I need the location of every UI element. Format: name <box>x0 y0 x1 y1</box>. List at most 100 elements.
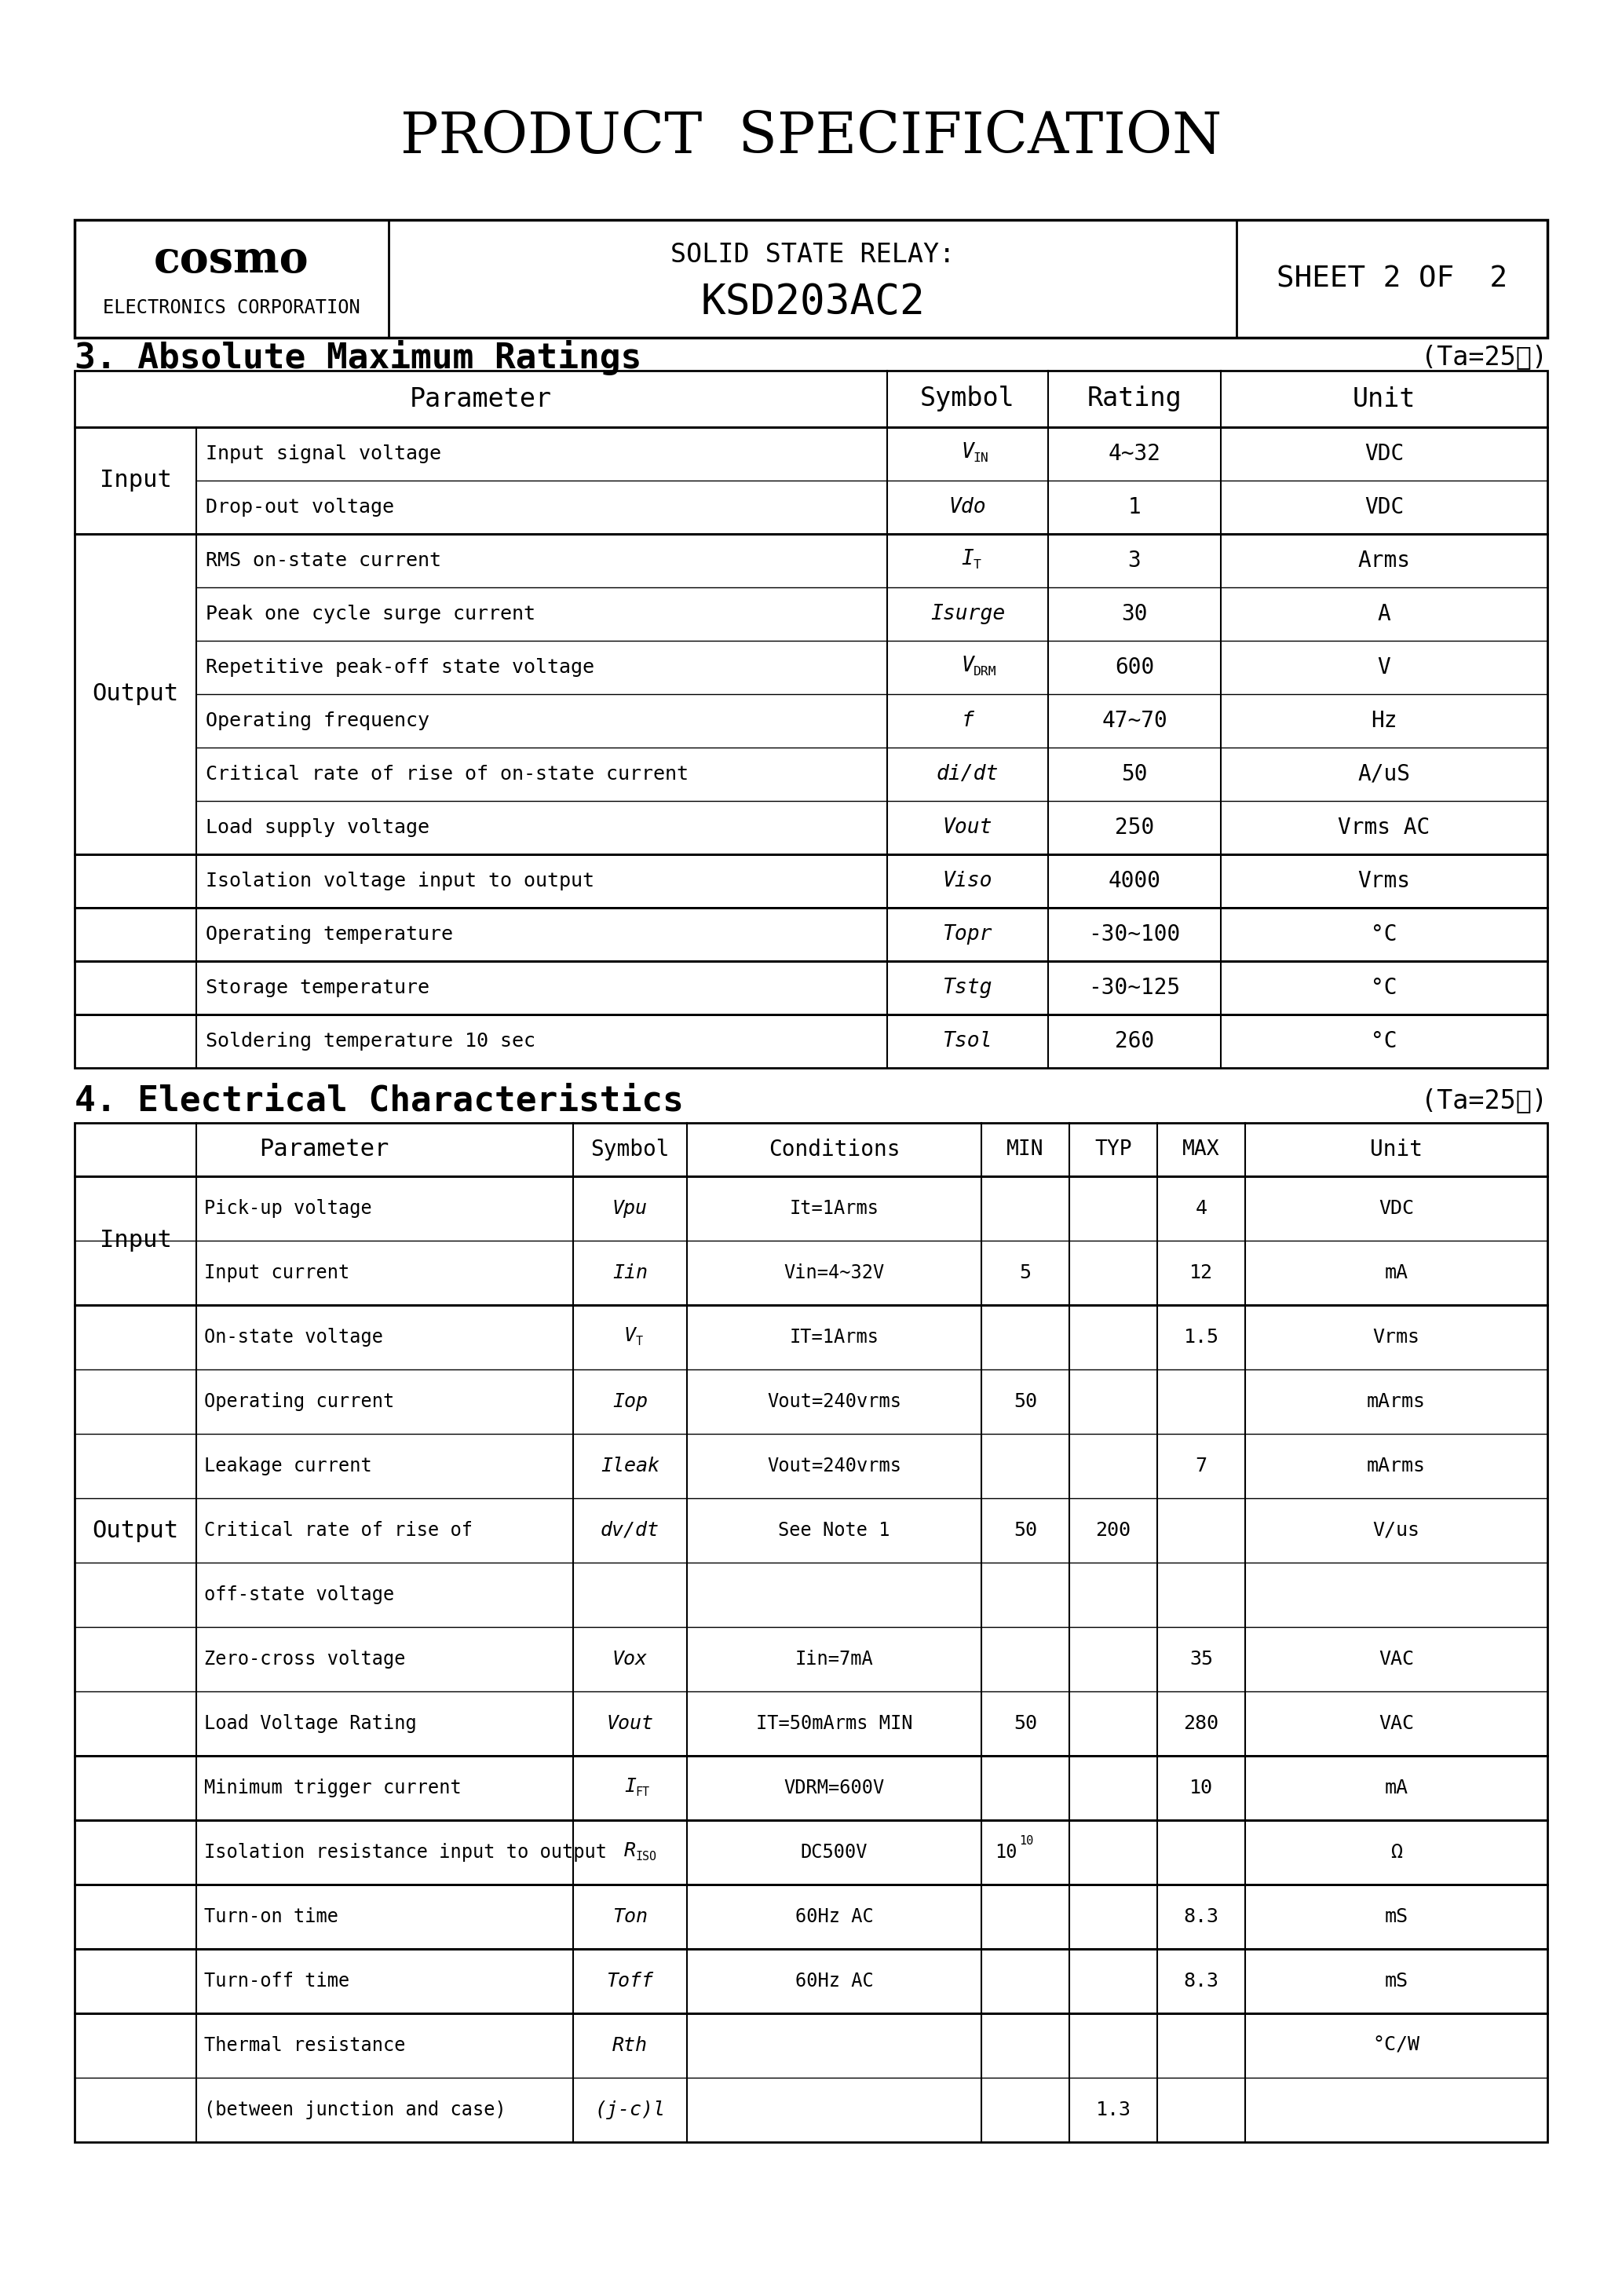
Text: Operating current: Operating current <box>204 1391 394 1412</box>
Text: mA: mA <box>1385 1779 1408 1798</box>
Text: I: I <box>624 1777 636 1795</box>
Text: Parameter: Parameter <box>260 1139 389 1162</box>
Text: dv/dt: dv/dt <box>600 1520 660 1541</box>
Text: (between junction and case): (between junction and case) <box>204 2101 506 2119</box>
Text: V/us: V/us <box>1372 1520 1419 1541</box>
Text: TYP: TYP <box>1095 1139 1132 1159</box>
Text: Iin=7mA: Iin=7mA <box>795 1651 873 1669</box>
Text: Unit: Unit <box>1371 1139 1422 1159</box>
Bar <box>75 854 1547 907</box>
Text: 280: 280 <box>1184 1715 1218 1733</box>
Text: 4~32: 4~32 <box>1108 443 1161 464</box>
Text: 7: 7 <box>1195 1456 1207 1476</box>
Text: 60Hz AC: 60Hz AC <box>795 1972 873 1991</box>
Text: 1: 1 <box>1127 496 1140 519</box>
Text: Zero-cross voltage: Zero-cross voltage <box>204 1651 406 1669</box>
Text: Conditions: Conditions <box>769 1139 900 1159</box>
Text: Input current: Input current <box>204 1263 350 1281</box>
Text: 50: 50 <box>1014 1715 1036 1733</box>
Bar <box>75 962 1547 1015</box>
Text: Turn-off time: Turn-off time <box>204 1972 350 1991</box>
Text: V: V <box>1377 657 1390 677</box>
Text: 5: 5 <box>1020 1263 1032 1281</box>
Text: 3. Absolute Maximum Ratings: 3. Absolute Maximum Ratings <box>75 340 642 374</box>
Text: Load Voltage Rating: Load Voltage Rating <box>204 1715 417 1733</box>
Text: VAC: VAC <box>1379 1651 1414 1669</box>
Text: (j-c)l: (j-c)l <box>595 2101 665 2119</box>
Text: MIN: MIN <box>1007 1139 1045 1159</box>
Text: Pick-up voltage: Pick-up voltage <box>204 1199 371 1217</box>
Text: °C: °C <box>1371 976 1397 999</box>
Text: 1.5: 1.5 <box>1184 1327 1218 1348</box>
Text: A: A <box>1377 604 1390 625</box>
Text: T: T <box>636 1336 642 1348</box>
Text: 60Hz AC: 60Hz AC <box>795 1908 873 1926</box>
Bar <box>75 1821 1547 1885</box>
Bar <box>75 1756 1547 1821</box>
Text: mArms: mArms <box>1367 1456 1426 1476</box>
Text: 260: 260 <box>1114 1031 1155 1052</box>
Text: IT=1Arms: IT=1Arms <box>790 1327 879 1348</box>
Text: mA: mA <box>1385 1263 1408 1281</box>
Text: Input: Input <box>99 468 172 491</box>
Text: Vox: Vox <box>613 1651 647 1669</box>
Text: Isolation voltage input to output: Isolation voltage input to output <box>206 872 594 891</box>
Text: Output: Output <box>92 1520 178 1543</box>
Text: Vin=4~32V: Vin=4~32V <box>783 1263 884 1281</box>
Text: V: V <box>962 657 973 675</box>
Text: -30~125: -30~125 <box>1088 976 1181 999</box>
Text: Symbol: Symbol <box>920 386 1015 411</box>
Text: 3: 3 <box>1127 549 1140 572</box>
Text: FT: FT <box>636 1786 649 1798</box>
Text: ISO: ISO <box>636 1851 657 1862</box>
Text: Isolation resistance input to output: Isolation resistance input to output <box>204 1844 607 1862</box>
Text: I: I <box>962 549 973 569</box>
Text: 200: 200 <box>1095 1520 1131 1541</box>
Text: Operating frequency: Operating frequency <box>206 712 430 730</box>
Text: di/dt: di/dt <box>936 765 999 785</box>
Text: Parameter: Parameter <box>410 386 551 411</box>
Text: R: R <box>624 1841 636 1860</box>
Text: VAC: VAC <box>1379 1715 1414 1733</box>
Text: ELECTRONICS CORPORATION: ELECTRONICS CORPORATION <box>102 298 360 317</box>
Text: Vout=240vrms: Vout=240vrms <box>767 1391 902 1412</box>
Text: 50: 50 <box>1014 1520 1036 1541</box>
Text: Critical rate of rise of on-state current: Critical rate of rise of on-state curren… <box>206 765 688 783</box>
Text: Rth: Rth <box>613 2037 647 2055</box>
Text: off-state voltage: off-state voltage <box>204 1584 394 1605</box>
Text: 50: 50 <box>1014 1391 1036 1412</box>
Text: Minimum trigger current: Minimum trigger current <box>204 1779 461 1798</box>
Text: °C: °C <box>1371 923 1397 946</box>
Bar <box>75 1304 1547 1756</box>
Bar <box>75 370 1547 427</box>
Text: VDC: VDC <box>1364 496 1405 519</box>
Text: See Note 1: See Note 1 <box>779 1520 890 1541</box>
Text: Iop: Iop <box>613 1391 647 1412</box>
Text: KSD203AC2: KSD203AC2 <box>701 282 925 324</box>
Text: V: V <box>624 1327 636 1345</box>
Text: mS: mS <box>1385 1972 1408 1991</box>
Text: Thermal resistance: Thermal resistance <box>204 2037 406 2055</box>
Text: Vpu: Vpu <box>613 1199 647 1217</box>
Text: 250: 250 <box>1114 817 1155 838</box>
Text: Vrms: Vrms <box>1358 870 1411 893</box>
Text: Output: Output <box>92 682 178 705</box>
Text: SHEET 2 OF  2: SHEET 2 OF 2 <box>1277 264 1507 294</box>
Text: Leakage current: Leakage current <box>204 1456 371 1476</box>
Bar <box>75 1885 1547 1949</box>
Bar <box>75 907 1547 962</box>
Text: 47~70: 47~70 <box>1101 709 1168 732</box>
Text: Vdo: Vdo <box>949 496 986 517</box>
Text: 4000: 4000 <box>1108 870 1161 893</box>
Text: 8.3: 8.3 <box>1184 1972 1218 1991</box>
Text: 12: 12 <box>1189 1263 1213 1281</box>
Text: °C/W: °C/W <box>1372 2037 1419 2055</box>
Text: 10: 10 <box>996 1844 1017 1862</box>
Text: 4. Electrical Characteristics: 4. Electrical Characteristics <box>75 1084 683 1118</box>
Text: Ω: Ω <box>1390 1844 1401 1862</box>
Text: Arms: Arms <box>1358 549 1411 572</box>
Text: IT=50mArms MIN: IT=50mArms MIN <box>756 1715 913 1733</box>
Text: A/uS: A/uS <box>1358 762 1411 785</box>
Text: Ileak: Ileak <box>600 1456 660 1476</box>
Text: °C: °C <box>1371 1031 1397 1052</box>
